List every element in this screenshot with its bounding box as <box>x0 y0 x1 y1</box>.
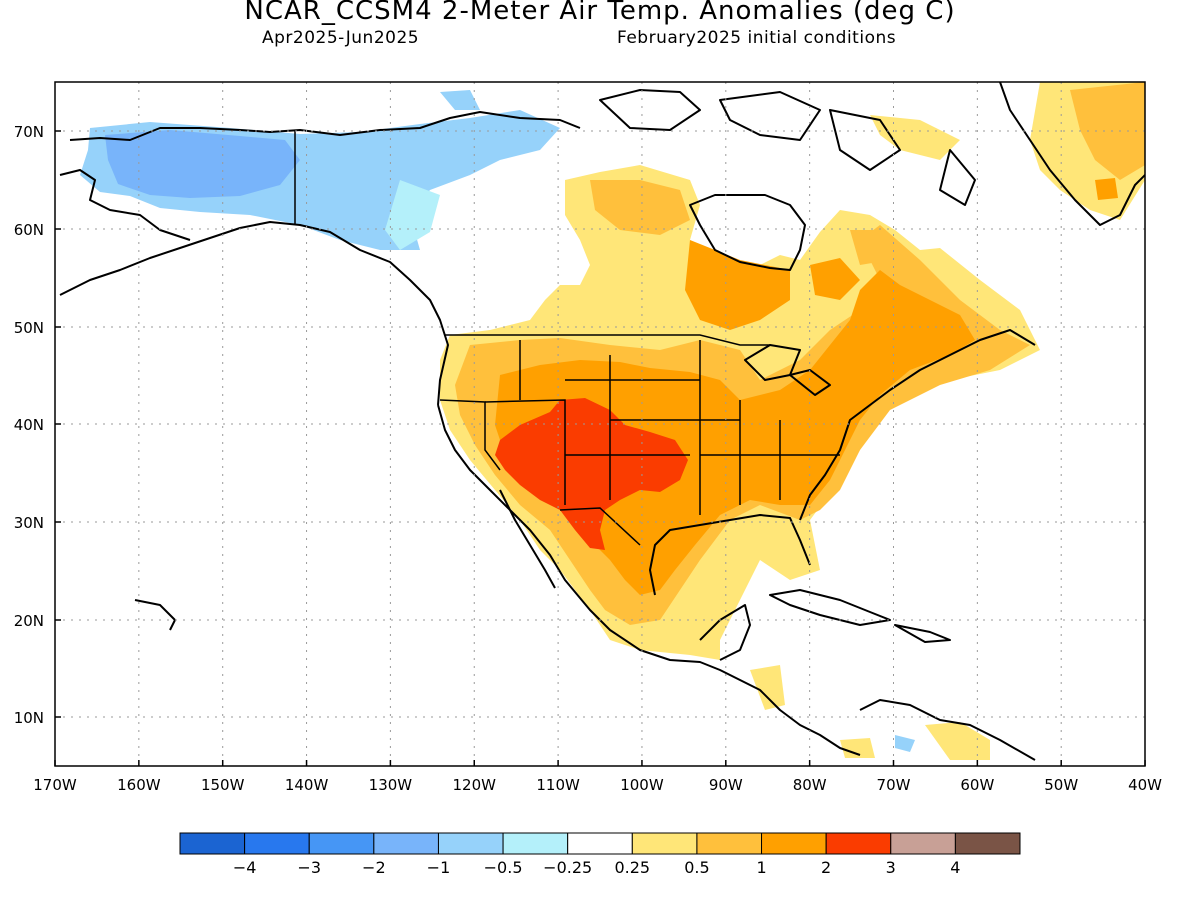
colorbar: −4 −3 −2 −1 −0.5 −0.25 0.25 0.5 1 2 3 4 <box>179 832 1021 877</box>
colorbar-swatch <box>631 832 698 855</box>
latitude-label: 30N <box>14 514 44 532</box>
colorbar-swatch <box>954 832 1021 855</box>
colorbar-swatch <box>373 832 439 855</box>
colorbar-label: 0.25 <box>614 858 650 877</box>
graticule <box>55 82 1145 766</box>
longitude-label: 90W <box>709 776 743 794</box>
longitude-label: 150W <box>201 776 245 794</box>
longitude-label: 170W <box>33 776 77 794</box>
colorbar-label: −2 <box>362 858 386 877</box>
colorbar-label: −1 <box>427 858 451 877</box>
longitude-label: 140W <box>285 776 329 794</box>
colorbar-label: 0.5 <box>684 858 709 877</box>
longitude-label: 110W <box>536 776 580 794</box>
colorbar-label: −0.5 <box>484 858 523 877</box>
longitude-label: 160W <box>117 776 161 794</box>
longitude-label: 100W <box>620 776 664 794</box>
longitude-label: 120W <box>453 776 497 794</box>
longitude-label: 70W <box>877 776 911 794</box>
latitude-labels: 70N 60N 50N 40N 30N 20N 10N <box>14 123 61 727</box>
longitude-label: 80W <box>793 776 827 794</box>
colorbar-swatch <box>308 832 375 855</box>
colorbar-label: −0.25 <box>543 858 592 877</box>
latitude-label: 10N <box>14 709 44 727</box>
colorbar-swatch <box>696 832 763 855</box>
latitude-label: 20N <box>14 612 44 630</box>
colorbar-label: 2 <box>821 858 831 877</box>
colorbar-swatch <box>437 832 504 855</box>
colorbar-swatch <box>244 832 310 855</box>
colorbar-label: 4 <box>950 858 960 877</box>
forecast-period: Apr2025-Jun2025 <box>262 28 420 48</box>
latitude-label: 70N <box>14 123 44 141</box>
map-title: NCAR_CCSM4 2-Meter Air Temp. Anomalies (… <box>244 0 956 26</box>
colorbar-swatch <box>567 832 633 855</box>
latitude-label: 50N <box>14 319 44 337</box>
colorbar-swatch <box>179 832 246 855</box>
longitude-labels: 170W 160W 150W 140W 130W 120W 110W 100W 90W 80W 70… <box>33 760 1162 794</box>
anomaly-shading <box>80 82 1145 760</box>
coastlines <box>59 82 1145 761</box>
longitude-label: 130W <box>369 776 413 794</box>
latitude-label: 60N <box>14 221 44 239</box>
cold-anomaly-core <box>105 130 300 198</box>
longitude-label: 60W <box>960 776 994 794</box>
colorbar-label: 1 <box>756 858 766 877</box>
colorbar-label: 3 <box>886 858 896 877</box>
strong-warm-anomaly-region <box>495 270 975 595</box>
colorbar-label: −3 <box>297 858 321 877</box>
extreme-warm-anomaly-region <box>495 398 688 550</box>
colorbar-swatch <box>890 832 956 855</box>
latitude-label: 40N <box>14 416 44 434</box>
longitude-label: 40W <box>1128 776 1162 794</box>
longitude-label: 50W <box>1044 776 1078 794</box>
colorbar-swatch <box>761 832 827 855</box>
initial-conditions: February2025 initial conditions <box>617 28 897 48</box>
colorbar-swatch <box>825 832 892 855</box>
colorbar-swatch <box>502 832 569 855</box>
colorbar-label: −4 <box>233 858 257 877</box>
political-borders <box>294 130 840 546</box>
